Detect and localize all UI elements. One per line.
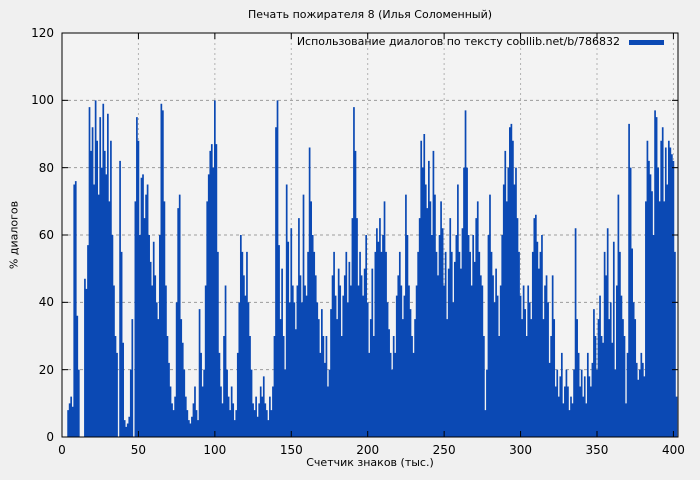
y-tick-label: 80	[38, 160, 54, 175]
x-axis-label: Счетчик знаков (тыс.)	[306, 456, 434, 469]
x-tick-label: 200	[356, 443, 380, 457]
y-tick-label: 60	[38, 228, 54, 242]
x-tick-label: 250	[432, 443, 456, 457]
chart-title: Печать пожирателя 8 (Илья Соломенный)	[247, 8, 493, 21]
y-tick-label: 120	[31, 26, 54, 40]
legend: Использование диалогов по тексту coollib…	[297, 36, 664, 48]
y-tick-label: 100	[31, 93, 54, 108]
x-tick-label: 150	[279, 443, 303, 457]
y-tick-label: 40	[38, 295, 54, 310]
x-tick-label: 400	[661, 443, 685, 457]
legend-label: Использование диалогов по тексту coollib…	[296, 35, 620, 48]
x-tick-label: 300	[509, 443, 532, 457]
x-tick-label: 350	[585, 443, 609, 457]
y-tick-label: 0	[46, 430, 54, 444]
y-tick-label: 20	[38, 362, 54, 377]
x-tick-label: 0	[58, 443, 66, 457]
x-tick-label: 100	[203, 443, 227, 457]
x-tick-label: 50	[130, 443, 147, 457]
legend-line-sample	[629, 39, 664, 45]
